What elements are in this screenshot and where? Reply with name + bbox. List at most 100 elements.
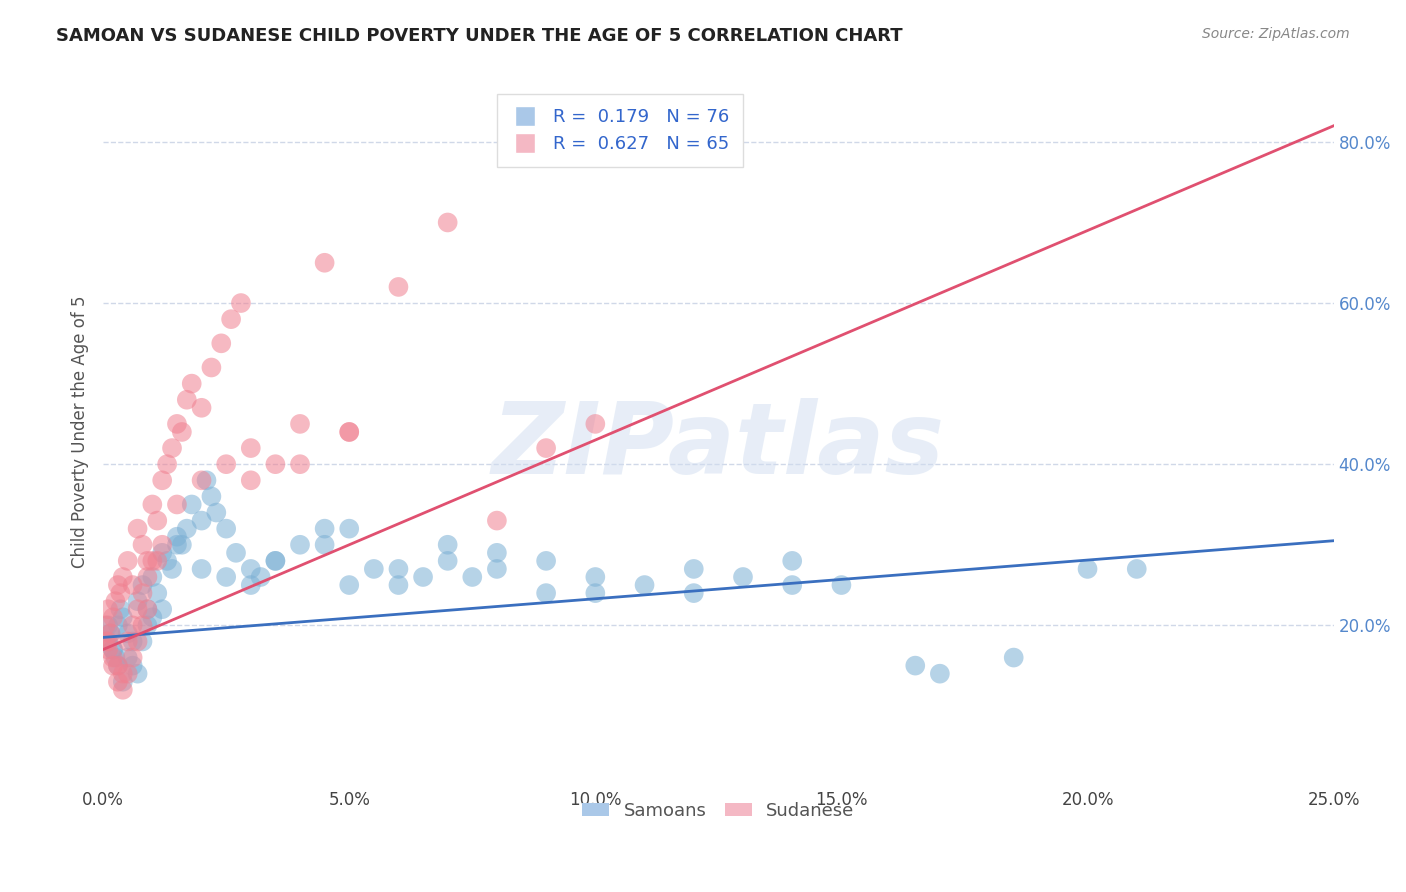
Samoans (215, 570, 238, 584)
Sudanese (121, 650, 143, 665)
Samoans (150, 546, 173, 560)
Samoans (436, 554, 458, 568)
Samoans (583, 586, 606, 600)
Samoans (337, 522, 360, 536)
Sudanese (94, 634, 117, 648)
Sudanese (436, 215, 458, 229)
Sudanese (485, 514, 508, 528)
Sudanese (111, 682, 134, 697)
Sudanese (127, 634, 149, 648)
Samoans (830, 578, 852, 592)
Samoans (176, 522, 198, 536)
Samoans (928, 666, 950, 681)
Samoans (166, 538, 188, 552)
Sudanese (117, 634, 139, 648)
Sudanese (131, 618, 153, 632)
Sudanese (131, 586, 153, 600)
Sudanese (107, 578, 129, 592)
Sudanese (239, 473, 262, 487)
Sudanese (176, 392, 198, 407)
Sudanese (101, 650, 124, 665)
Sudanese (190, 401, 212, 415)
Samoans (136, 618, 159, 632)
Samoans (485, 546, 508, 560)
Samoans (127, 666, 149, 681)
Samoans (1076, 562, 1098, 576)
Sudanese (131, 538, 153, 552)
Samoans (141, 610, 163, 624)
Samoans (633, 578, 655, 592)
Sudanese (107, 658, 129, 673)
Samoans (288, 538, 311, 552)
Samoans (97, 634, 120, 648)
Sudanese (101, 610, 124, 624)
Samoans (314, 522, 336, 536)
Sudanese (141, 498, 163, 512)
Sudanese (97, 642, 120, 657)
Sudanese (121, 618, 143, 632)
Samoans (117, 650, 139, 665)
Samoans (107, 618, 129, 632)
Samoans (180, 498, 202, 512)
Samoans (97, 618, 120, 632)
Samoans (485, 562, 508, 576)
Samoans (363, 562, 385, 576)
Y-axis label: Child Poverty Under the Age of 5: Child Poverty Under the Age of 5 (72, 296, 89, 568)
Sudanese (239, 441, 262, 455)
Sudanese (136, 602, 159, 616)
Sudanese (170, 425, 193, 439)
Sudanese (127, 522, 149, 536)
Sudanese (209, 336, 232, 351)
Samoans (146, 586, 169, 600)
Samoans (387, 562, 409, 576)
Samoans (264, 554, 287, 568)
Samoans (904, 658, 927, 673)
Samoans (337, 578, 360, 592)
Samoans (780, 578, 803, 592)
Sudanese (288, 417, 311, 431)
Sudanese (314, 256, 336, 270)
Sudanese (150, 473, 173, 487)
Sudanese (337, 425, 360, 439)
Samoans (141, 570, 163, 584)
Samoans (780, 554, 803, 568)
Sudanese (121, 578, 143, 592)
Samoans (111, 610, 134, 624)
Sudanese (150, 538, 173, 552)
Sudanese (104, 594, 127, 608)
Sudanese (97, 634, 120, 648)
Sudanese (156, 457, 179, 471)
Samoans (731, 570, 754, 584)
Samoans (200, 490, 222, 504)
Sudanese (215, 457, 238, 471)
Samoans (156, 554, 179, 568)
Samoans (101, 642, 124, 657)
Samoans (121, 658, 143, 673)
Sudanese (110, 586, 132, 600)
Samoans (101, 642, 124, 657)
Sudanese (117, 666, 139, 681)
Samoans (1126, 562, 1149, 576)
Samoans (264, 554, 287, 568)
Sudanese (160, 441, 183, 455)
Samoans (682, 586, 704, 600)
Samoans (190, 562, 212, 576)
Sudanese (166, 498, 188, 512)
Text: Source: ZipAtlas.com: Source: ZipAtlas.com (1202, 27, 1350, 41)
Samoans (121, 634, 143, 648)
Samoans (117, 626, 139, 640)
Text: ZIPatlas: ZIPatlas (492, 398, 945, 495)
Samoans (131, 634, 153, 648)
Sudanese (111, 666, 134, 681)
Samoans (682, 562, 704, 576)
Samoans (534, 554, 557, 568)
Samoans (136, 602, 159, 616)
Samoans (583, 570, 606, 584)
Sudanese (264, 457, 287, 471)
Sudanese (101, 658, 124, 673)
Sudanese (387, 280, 409, 294)
Samoans (461, 570, 484, 584)
Samoans (249, 570, 271, 584)
Samoans (239, 578, 262, 592)
Sudanese (100, 626, 122, 640)
